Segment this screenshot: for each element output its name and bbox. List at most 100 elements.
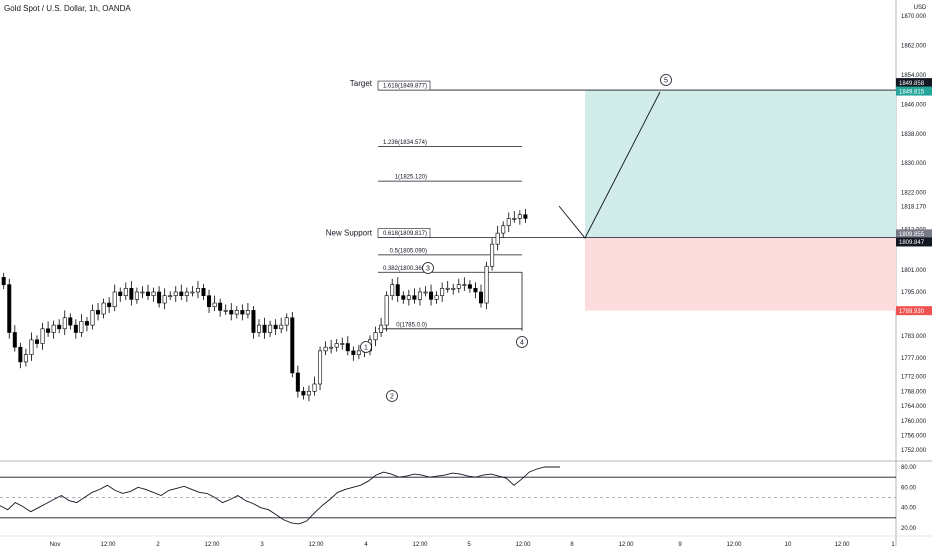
candle xyxy=(1,276,6,285)
candle xyxy=(179,291,184,296)
price-tick-label: 1838.000 xyxy=(901,132,927,138)
candle xyxy=(467,284,472,289)
candle xyxy=(417,291,422,300)
price-tick-label: 1822.000 xyxy=(901,191,927,197)
time-tick-label: 8 xyxy=(570,542,574,548)
price-tick-label: 1846.000 xyxy=(901,102,927,108)
candle xyxy=(96,310,101,315)
candle xyxy=(445,288,450,290)
candle xyxy=(101,302,106,315)
candle xyxy=(7,284,12,333)
candle xyxy=(12,332,17,348)
loss-zone xyxy=(585,237,896,311)
time-tick-label: 12:00 xyxy=(515,542,531,548)
candle xyxy=(118,291,123,296)
candle xyxy=(190,291,195,294)
candle xyxy=(218,302,223,311)
candle xyxy=(240,310,245,315)
price-badge-support: 1809.847 xyxy=(899,240,925,246)
candle xyxy=(46,328,51,333)
candle xyxy=(340,343,345,345)
candle xyxy=(268,324,273,333)
candle xyxy=(146,291,151,296)
candle xyxy=(512,218,517,220)
fib-label: 0.618(1809.817) xyxy=(383,231,427,237)
price-tick-label: 1777.000 xyxy=(901,356,927,362)
fib-label: 1.236(1834.574) xyxy=(383,140,427,146)
candle xyxy=(351,350,356,355)
candle xyxy=(68,317,73,326)
price-tick-label: 1764.000 xyxy=(901,404,927,410)
fib-label-box xyxy=(377,228,431,238)
candle xyxy=(140,291,145,294)
time-tick-label: 12:00 xyxy=(204,542,220,548)
candle xyxy=(373,332,378,341)
price-badge-stop: 1789.930 xyxy=(899,309,925,315)
candle xyxy=(451,288,456,290)
candle xyxy=(301,391,306,396)
candle xyxy=(62,317,67,330)
candle xyxy=(245,310,250,315)
candle xyxy=(107,302,112,308)
candle xyxy=(312,383,317,392)
price-badge-stop-box xyxy=(896,306,932,316)
wave-marker xyxy=(422,262,434,274)
candle xyxy=(207,295,212,308)
fib-label: 0.5(1805.090) xyxy=(390,248,427,254)
price-tick-label: 1756.000 xyxy=(901,434,927,440)
wave-label: 3 xyxy=(426,266,430,273)
candle xyxy=(57,324,62,330)
price-tick-label: 1752.000 xyxy=(901,448,927,454)
candle xyxy=(456,284,461,289)
time-tick-label: 12:00 xyxy=(726,542,742,548)
candle xyxy=(484,265,489,304)
candle xyxy=(295,372,300,392)
price-tick-label: 1760.000 xyxy=(901,419,927,425)
candle xyxy=(168,295,173,297)
candle xyxy=(523,214,528,219)
candle xyxy=(345,343,350,352)
candle xyxy=(478,291,483,304)
time-tick-label: 10 xyxy=(785,542,792,548)
price-badge-support-box xyxy=(896,237,932,247)
candle xyxy=(462,284,467,286)
candle xyxy=(195,288,200,293)
candle xyxy=(134,291,139,300)
candle xyxy=(256,324,261,333)
wave-label: 2 xyxy=(390,394,394,401)
candle xyxy=(151,291,156,296)
candle xyxy=(495,232,500,245)
fib-label-box xyxy=(377,80,431,91)
candle xyxy=(517,214,522,219)
candle xyxy=(334,343,339,348)
oscillator-tick-label: 40.00 xyxy=(901,506,917,512)
candle xyxy=(356,350,361,355)
price-tick-label: 1768.000 xyxy=(901,389,927,395)
candle xyxy=(318,350,323,385)
candle xyxy=(429,291,434,300)
time-tick-label: 12:00 xyxy=(100,542,116,548)
candle xyxy=(501,225,506,234)
candle xyxy=(290,317,295,374)
candle xyxy=(384,295,389,326)
candle xyxy=(323,346,328,352)
price-badge-gray-box xyxy=(896,229,932,239)
time-tick-label: 9 xyxy=(678,542,682,548)
candle xyxy=(73,324,78,333)
candle xyxy=(306,391,311,396)
candle xyxy=(157,291,162,304)
wave-marker xyxy=(386,390,398,402)
candle xyxy=(473,288,478,293)
price-tick-label: 1783.000 xyxy=(901,334,927,340)
candle xyxy=(201,288,206,296)
profit-zone xyxy=(585,90,896,238)
wave-label: 1 xyxy=(364,345,368,352)
symbol-title: Gold Spot / U.S. Dollar, 1h, OANDA xyxy=(4,4,131,13)
time-tick-label: 5 xyxy=(467,542,471,548)
candle xyxy=(279,324,284,330)
fib-label: 1(1825.120) xyxy=(395,175,427,181)
price-tick-label: 1830.000 xyxy=(901,161,927,167)
candle xyxy=(173,291,178,296)
candle xyxy=(234,310,239,315)
